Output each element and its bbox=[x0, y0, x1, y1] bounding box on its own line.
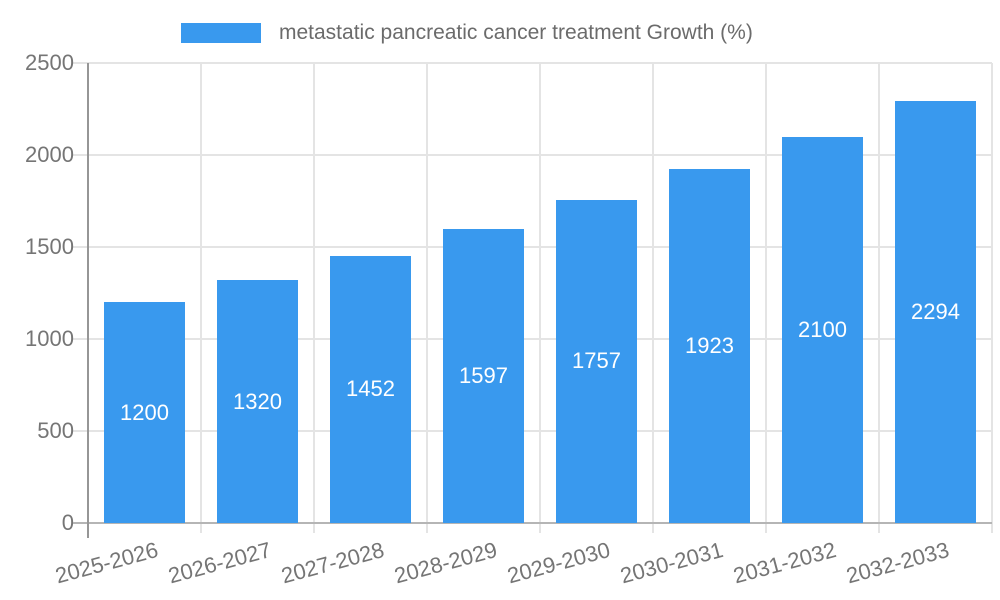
x-tick-label: 2026-2027 bbox=[165, 537, 274, 589]
bar-value-label: 1452 bbox=[346, 376, 395, 402]
x-tick-label: 2030-2031 bbox=[617, 537, 726, 589]
y-tick-label: 500 bbox=[37, 418, 74, 443]
legend-label: metastatic pancreatic cancer treatment G… bbox=[279, 21, 753, 44]
bar-value-label: 1923 bbox=[685, 333, 734, 359]
bar-value-label: 1200 bbox=[120, 399, 169, 425]
bar: 1757 bbox=[556, 199, 637, 523]
bar-value-label: 2294 bbox=[911, 298, 960, 324]
gridline-vertical bbox=[991, 63, 993, 533]
x-tick-label: 2029-2030 bbox=[504, 537, 613, 589]
gridline-vertical bbox=[426, 63, 428, 533]
legend-swatch bbox=[181, 23, 261, 43]
gridline-horizontal bbox=[73, 62, 992, 64]
bar: 2100 bbox=[782, 136, 863, 523]
bar: 2294 bbox=[895, 100, 976, 523]
bar-value-label: 1757 bbox=[572, 348, 621, 374]
bar: 1452 bbox=[330, 255, 411, 523]
bar-value-label: 1320 bbox=[233, 388, 282, 414]
x-axis-line bbox=[73, 522, 992, 524]
bar: 1320 bbox=[217, 280, 298, 523]
gridline-horizontal bbox=[73, 430, 992, 432]
y-tick-label: 0 bbox=[61, 510, 74, 535]
x-tick-label: 2032-2033 bbox=[843, 537, 952, 589]
bar-value-label: 1597 bbox=[459, 363, 508, 389]
y-tick-label: 1500 bbox=[25, 234, 74, 259]
gridline-vertical bbox=[200, 63, 202, 533]
gridline-vertical bbox=[313, 63, 315, 533]
y-tick-label: 1000 bbox=[25, 326, 74, 351]
y-tick-label: 2500 bbox=[25, 50, 74, 75]
gridline-vertical bbox=[878, 63, 880, 533]
y-axis-line bbox=[87, 63, 89, 538]
x-tick-label: 2027-2028 bbox=[278, 537, 387, 589]
gridline-vertical bbox=[652, 63, 654, 533]
bar: 1200 bbox=[104, 302, 185, 523]
bar: 1597 bbox=[443, 229, 524, 523]
bar: 1923 bbox=[669, 169, 750, 523]
y-tick-label: 2000 bbox=[25, 142, 74, 167]
gridline-horizontal bbox=[73, 246, 992, 248]
x-tick-label: 2025-2026 bbox=[52, 537, 161, 589]
gridline-horizontal bbox=[73, 154, 992, 156]
x-tick-label: 2028-2029 bbox=[391, 537, 500, 589]
gridline-horizontal bbox=[73, 338, 992, 340]
gridline-vertical bbox=[539, 63, 541, 533]
legend-item[interactable]: metastatic pancreatic cancer treatment G… bbox=[181, 22, 753, 44]
bar-value-label: 2100 bbox=[798, 316, 847, 342]
x-tick-label: 2031-2032 bbox=[730, 537, 839, 589]
gridline-vertical bbox=[765, 63, 767, 533]
